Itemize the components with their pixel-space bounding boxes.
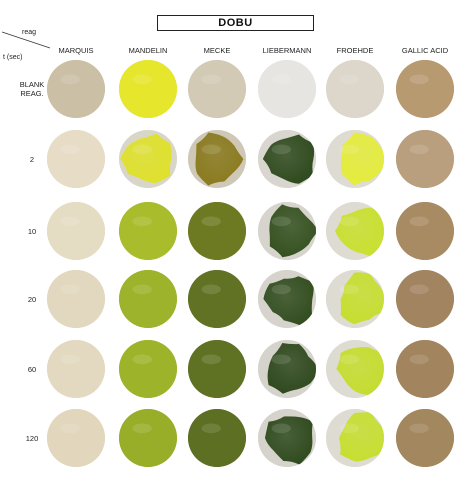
well-image xyxy=(47,60,105,118)
reaction-well xyxy=(119,409,177,467)
well-image xyxy=(188,270,246,328)
reaction-well xyxy=(258,340,316,398)
well-image xyxy=(119,60,177,118)
reaction-well xyxy=(326,340,384,398)
well-image xyxy=(258,130,316,188)
well-image xyxy=(188,340,246,398)
well-image xyxy=(188,202,246,260)
well-image xyxy=(396,60,454,118)
reaction-well xyxy=(258,130,316,188)
well-image xyxy=(326,130,384,188)
well-image xyxy=(119,130,177,188)
well-image xyxy=(326,202,384,260)
well-image xyxy=(396,270,454,328)
well-image xyxy=(396,340,454,398)
well-image xyxy=(119,340,177,398)
reaction-well xyxy=(326,60,384,118)
well-image xyxy=(396,409,454,467)
well-image xyxy=(119,202,177,260)
reaction-well xyxy=(396,130,454,188)
reaction-well xyxy=(47,409,105,467)
row-header: 60 xyxy=(27,364,37,374)
reaction-well xyxy=(47,60,105,118)
reaction-well xyxy=(188,270,246,328)
reaction-well xyxy=(258,60,316,118)
reaction-well xyxy=(258,270,316,328)
well-image xyxy=(258,202,316,260)
reaction-well xyxy=(188,340,246,398)
well-image xyxy=(326,340,384,398)
reaction-well xyxy=(47,202,105,260)
reaction-well xyxy=(188,130,246,188)
column-header: GALLIC ACID xyxy=(401,46,449,55)
row-header: 20 xyxy=(27,294,37,304)
well-image xyxy=(47,270,105,328)
well-image xyxy=(188,130,246,188)
reaction-well xyxy=(47,270,105,328)
well-image xyxy=(396,202,454,260)
reagent-axis-label: reag xyxy=(22,29,37,36)
reaction-well xyxy=(396,270,454,328)
well-image xyxy=(326,270,384,328)
well-image xyxy=(119,409,177,467)
corner-diagonal-line xyxy=(1,31,51,49)
reaction-well xyxy=(188,60,246,118)
reaction-well xyxy=(258,409,316,467)
row-header: BLANK REAG. xyxy=(19,80,45,98)
well-image xyxy=(258,270,316,328)
well-image xyxy=(47,409,105,467)
reaction-well xyxy=(258,202,316,260)
well-image xyxy=(47,130,105,188)
well-image xyxy=(326,60,384,118)
time-axis-label: t (sec) xyxy=(3,54,23,61)
reaction-well xyxy=(47,340,105,398)
reaction-well xyxy=(119,60,177,118)
well-image xyxy=(47,340,105,398)
well-image xyxy=(396,130,454,188)
column-header: FROEHDE xyxy=(336,46,374,55)
column-header: LIEBERMANN xyxy=(262,46,312,55)
well-image xyxy=(258,60,316,118)
well-image xyxy=(258,409,316,467)
well-image xyxy=(119,270,177,328)
reaction-well xyxy=(396,202,454,260)
reaction-well xyxy=(188,202,246,260)
column-header: MARQUIS xyxy=(58,46,94,55)
row-header: 2 xyxy=(29,154,35,164)
row-header: 120 xyxy=(25,433,39,443)
reaction-well xyxy=(396,409,454,467)
reaction-well xyxy=(119,130,177,188)
well-image xyxy=(188,60,246,118)
well-image xyxy=(326,409,384,467)
reaction-well xyxy=(326,270,384,328)
reaction-well xyxy=(188,409,246,467)
reaction-well xyxy=(119,202,177,260)
well-image xyxy=(258,340,316,398)
reaction-well xyxy=(326,409,384,467)
reaction-well xyxy=(47,130,105,188)
corner-header: reag t (sec) xyxy=(0,28,52,68)
reaction-well xyxy=(119,340,177,398)
reaction-well xyxy=(396,340,454,398)
column-header: MANDELIN xyxy=(128,46,168,55)
reaction-well xyxy=(396,60,454,118)
row-header: 10 xyxy=(27,226,37,236)
reaction-well xyxy=(119,270,177,328)
reaction-well xyxy=(326,202,384,260)
well-image xyxy=(188,409,246,467)
column-header: MECKE xyxy=(203,46,231,55)
plate-title: DOBU xyxy=(157,15,314,31)
well-image xyxy=(47,202,105,260)
reaction-well xyxy=(326,130,384,188)
